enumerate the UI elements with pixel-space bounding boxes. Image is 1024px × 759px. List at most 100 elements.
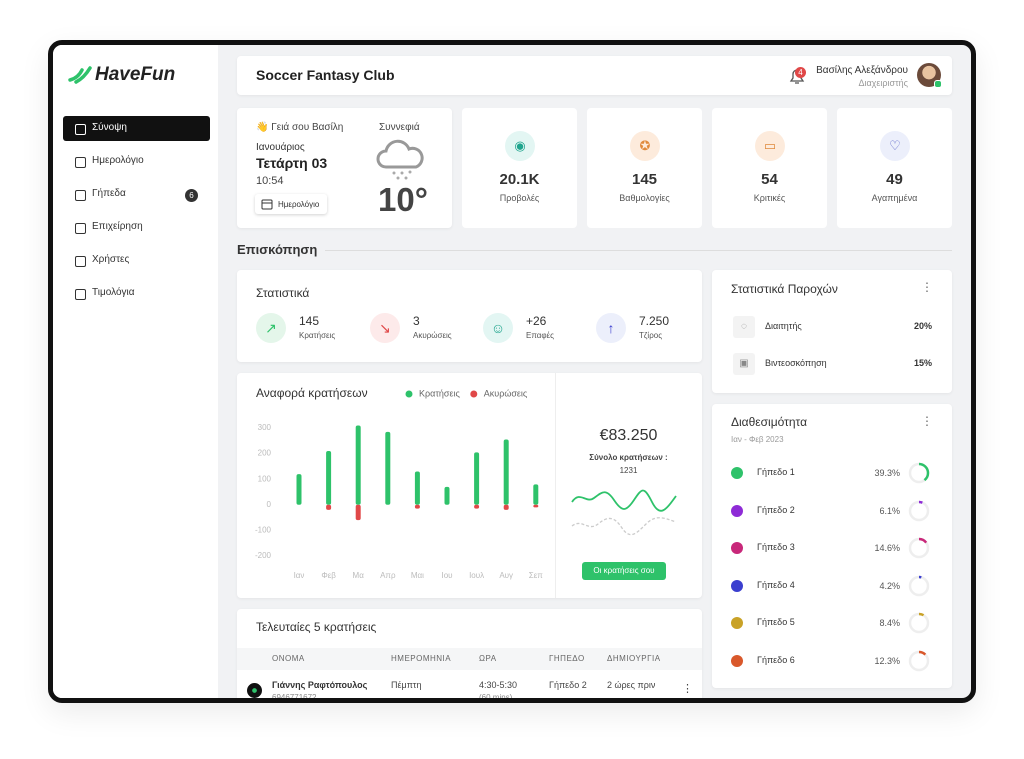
cell-name: Γιάννης Ραφτόπουλος (272, 680, 368, 690)
nav-item[interactable]: Χρήστες (92, 254, 130, 265)
donut-arc (908, 575, 930, 597)
nav-icon (75, 289, 86, 300)
x-tick-label: Απρ (380, 571, 396, 580)
column-header: ΗΜΕΡΟΜΗΝΙΑ (391, 654, 452, 663)
bar (355, 504, 361, 521)
stat-label: Τζίρος (639, 331, 663, 340)
booking-chart: Αναφορά κρατήσεων Κρατήσεις Ακυρώσεις 300 20… (255, 386, 543, 580)
stat-label: Επαφές (526, 331, 554, 340)
bar (414, 504, 420, 509)
donut-arc (908, 500, 930, 521)
kpi-icon: ✪ (630, 131, 660, 161)
y-tick-label: 0 (267, 500, 272, 509)
sparkline (571, 489, 677, 536)
device-frame: HaveFun Soccer Fantasy Club 4 Βασίλης Αλ… (48, 40, 976, 703)
calendar-button-label: Ημερολόγιο (278, 200, 320, 209)
cell-created: 2 ώρες πριν (607, 680, 656, 690)
column-header: ΩΡΑ (479, 654, 497, 663)
donut-arc (908, 462, 930, 484)
user-role: Διαχειριστής (858, 78, 908, 88)
summary-count: 1231 (619, 466, 638, 475)
kpi-label: Κριτικές (753, 193, 786, 203)
row-menu[interactable]: ⋮ (682, 683, 693, 695)
summary-amount: €83.250 (599, 427, 658, 444)
court-dot (731, 617, 743, 630)
court-dot (731, 579, 743, 592)
court-value: 12.3% (874, 656, 900, 666)
nav-item[interactable]: Γήπεδα (92, 188, 126, 199)
menu-dots[interactable]: ⋮ (921, 414, 933, 428)
column-header: ΓΗΠΕΔΟ (549, 654, 585, 663)
y-tick-label: 200 (258, 449, 272, 458)
y-tick-label: -100 (255, 526, 272, 535)
court-name: Γήπεδο 2 (757, 504, 795, 515)
bar (533, 504, 539, 508)
kpi-icon: ♡ (880, 131, 910, 161)
court-name: Γήπεδο 3 (757, 542, 795, 553)
bookings-button[interactable]: Οι κρατήσεις σου (582, 562, 666, 580)
kpi-icon: ▭ (755, 131, 785, 161)
online-dot (934, 80, 942, 88)
bar (503, 439, 509, 505)
nav-item[interactable]: Ημερολόγιο (92, 155, 144, 166)
weather-label: Συννεφιά (379, 122, 420, 133)
legend-label: Κρατήσεις (419, 388, 460, 398)
cell-court: Γήπεδο 2 (549, 680, 587, 690)
court-name: Γήπεδο 4 (757, 579, 795, 590)
header-title: Soccer Fantasy Club (256, 67, 395, 83)
table-title: Τελευταίες 5 κρατήσεις (256, 620, 377, 634)
provider-value: 20% (913, 321, 932, 331)
donut-track (908, 575, 930, 597)
stat-value: +26 (526, 314, 547, 328)
nav-item[interactable]: Τιμολόγια (92, 287, 135, 298)
court-dot (731, 655, 743, 667)
donut (908, 500, 930, 521)
donut (908, 462, 930, 484)
bar (414, 471, 420, 505)
nav-item[interactable]: Επιχείρηση (92, 221, 143, 232)
x-tick-label: Φεβ (321, 571, 336, 580)
donut-arc (908, 650, 930, 672)
availability-subtitle: Ιαν - Φεβ 2023 (731, 435, 784, 444)
chart-card (237, 373, 702, 598)
menu-dots[interactable]: ⋮ (921, 280, 933, 294)
cell-date: Πέμπτη (391, 680, 422, 690)
summary-label: Σύνολο κρατήσεων : (589, 453, 668, 462)
cell-duration: (60 mins) (479, 693, 513, 702)
stat-value: 3 (413, 314, 420, 328)
bar (503, 504, 509, 510)
brand: HaveFun (95, 64, 176, 85)
stat-icon: ↘ (370, 313, 400, 343)
x-tick-label: Αυγ (499, 571, 513, 580)
availability-card (712, 404, 952, 688)
kpi-value: 145 (631, 171, 658, 188)
kpi-card (587, 108, 702, 228)
chart-title: Αναφορά κρατήσεων (256, 386, 368, 400)
x-tick-label: Ιαν (294, 571, 305, 580)
donut (908, 575, 930, 597)
kpi-value: 49 (886, 171, 903, 188)
x-tick-label: Ιουλ (469, 571, 484, 580)
notification-badge: 4 (795, 67, 806, 78)
bar (326, 504, 332, 510)
divider (325, 250, 952, 251)
kpi-card (712, 108, 827, 228)
stat-icon: ☺ (483, 313, 513, 343)
day: Τετάρτη 03 (256, 155, 328, 171)
kpi-value: 20.1K (499, 171, 540, 188)
bar (474, 452, 480, 505)
nav-icon (75, 223, 86, 234)
kpi-value: 54 (761, 171, 778, 188)
x-tick-label: Ιου (441, 571, 452, 580)
court-dot (731, 467, 743, 479)
calendar-button[interactable] (255, 194, 327, 214)
provider-label: Βιντεοσκόπηση (765, 358, 827, 368)
donut-arc (908, 537, 930, 559)
nav-item[interactable]: Σύνοψη (92, 122, 127, 133)
stat-label: Κρατήσεις (299, 331, 336, 340)
nav-icon (75, 190, 86, 201)
court-value: 6.1% (879, 505, 900, 516)
overview-title: Επισκόπηση (237, 242, 318, 257)
court-value: 8.4% (879, 618, 900, 629)
